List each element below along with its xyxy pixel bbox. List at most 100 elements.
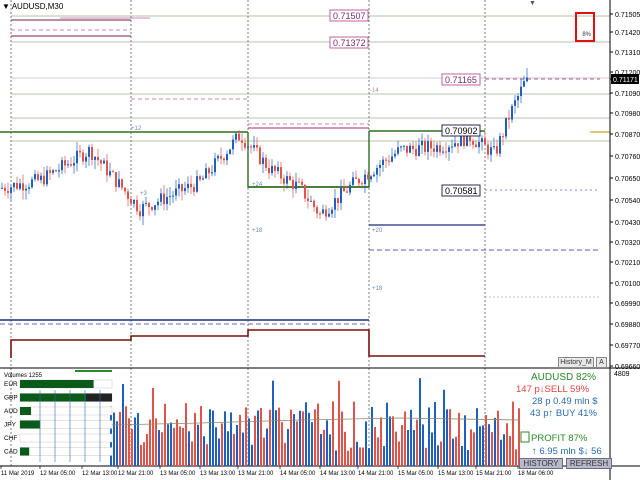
volume-bar [236, 425, 238, 466]
volume-bar [398, 441, 400, 466]
volume-bar [125, 406, 127, 466]
volume-bar [341, 411, 343, 466]
price-tick-label: 0.70430 [615, 220, 640, 227]
volume-bar [479, 426, 481, 466]
volume-bar [443, 389, 445, 466]
history-m-button[interactable]: History_M [558, 357, 594, 368]
history-a-label: A [599, 359, 604, 366]
volume-bar [176, 419, 178, 466]
percent-box-label: 8% [582, 32, 591, 38]
candle-body [73, 163, 75, 166]
volume-bar [269, 409, 271, 466]
stats-buy: 43 p↑ BUY 41% [530, 408, 597, 419]
stats-volume: 28 p 0.49 mln $ [532, 396, 598, 407]
price-tick-label: 0.69770 [615, 343, 640, 350]
volume-bar [155, 418, 157, 466]
candle-body [319, 213, 321, 215]
candle-body [496, 146, 498, 154]
candle-body [295, 181, 297, 190]
candle-body [424, 140, 426, 152]
volume-bar [356, 441, 358, 466]
volume-bar [428, 407, 430, 466]
currency-strength-track [19, 406, 113, 416]
candle-body [160, 193, 162, 202]
candle-body [22, 183, 24, 191]
volume-title: Volumes 1255 [4, 373, 43, 379]
candle-body [106, 160, 108, 176]
candle-body [244, 142, 246, 148]
volume-bar [518, 408, 520, 466]
candle-body [112, 171, 114, 173]
volume-bar [305, 402, 307, 466]
candle-body [136, 199, 138, 212]
volume-bar [173, 427, 175, 466]
volume-bar [239, 414, 241, 466]
candle-body [502, 136, 504, 138]
volume-bar [473, 432, 475, 466]
candle-body [517, 95, 519, 101]
volume-bar [362, 447, 364, 466]
volume-bar [221, 423, 223, 466]
price-tick-label: 0.71200 [615, 70, 640, 77]
volume-bar [425, 447, 427, 466]
candle-body [454, 143, 456, 147]
candle-body [229, 149, 231, 155]
volume-bar [233, 433, 235, 466]
candle-body [475, 144, 477, 148]
volume-bar [419, 378, 421, 466]
candle-body [430, 141, 432, 149]
volume-bar [512, 401, 514, 466]
candle-body [253, 144, 255, 148]
candle-body [133, 199, 135, 204]
volume-bar [380, 417, 382, 466]
candle-body [82, 152, 84, 162]
volume-bar [320, 434, 322, 466]
volume-bar [287, 428, 289, 466]
candle-body [238, 133, 240, 141]
time-label: 13 Mar 13:00 [200, 471, 236, 477]
level-label: 0.71372 [333, 38, 366, 48]
candle-body [94, 156, 96, 160]
currency-strength-bar [20, 393, 87, 402]
scroll-marker-icon[interactable]: ▼ [529, 0, 536, 7]
candle-body [205, 168, 207, 179]
candle-body [478, 142, 480, 148]
currency-strength-bar [20, 380, 94, 388]
candle-body [7, 190, 9, 193]
candle-body [232, 139, 234, 150]
history-m-label: History_M [560, 359, 592, 366]
volume-bar [329, 434, 331, 466]
refresh-button[interactable]: REFRESH [566, 458, 612, 469]
volume-bar [272, 380, 274, 466]
profit-marker-box [520, 431, 530, 443]
price-tick-label: 0.69880 [615, 322, 640, 329]
volume-bar [413, 429, 415, 466]
volume-bar [263, 437, 265, 466]
candle-body [436, 145, 438, 152]
volume-bar [200, 406, 202, 466]
symbol-title: ▼ AUDUSD,M30 [2, 2, 63, 11]
volume-bar [152, 387, 154, 466]
candle-body [262, 157, 264, 164]
candle-body [409, 145, 411, 153]
volume-bar [368, 448, 370, 466]
candle-body [337, 198, 339, 204]
candle-body [118, 179, 120, 187]
candle-body [190, 183, 192, 188]
dropdown-icon[interactable]: ▼ [2, 2, 10, 11]
level-label-box [441, 124, 481, 137]
candle-body [526, 77, 528, 82]
volume-bar [455, 436, 457, 466]
volume-bar [506, 423, 508, 466]
history-a-button[interactable]: A [596, 357, 607, 368]
candle-body [13, 182, 15, 188]
volume-bar [494, 417, 496, 466]
candle-body [457, 143, 459, 147]
history-button[interactable]: HISTORY [519, 458, 563, 469]
volume-bar [293, 414, 295, 466]
candle-body [19, 183, 21, 189]
time-label: 15 Mar 21:00 [476, 471, 512, 477]
candle-body [130, 198, 132, 204]
symbol-label: AUDUSD,M30 [11, 2, 64, 11]
